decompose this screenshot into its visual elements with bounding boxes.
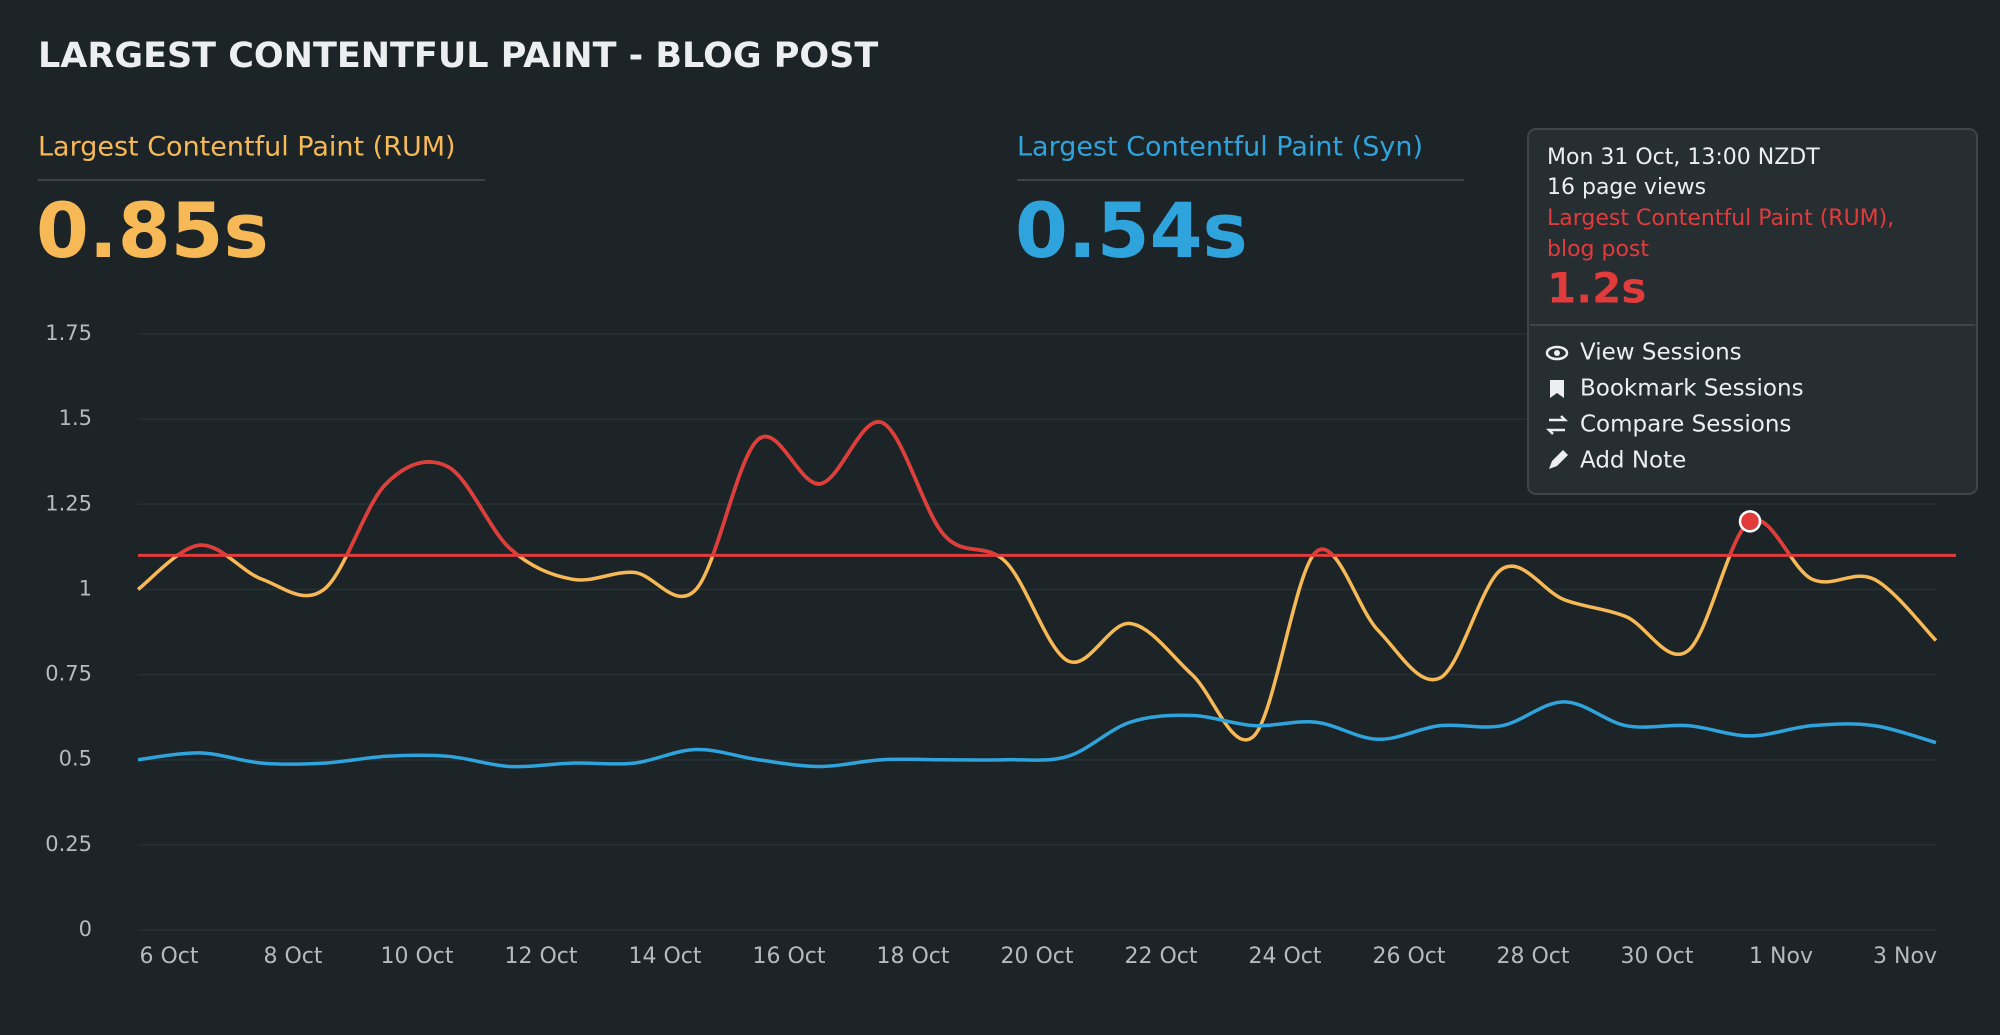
series-line (137, 700, 1937, 769)
x-tick-label: 1 Nov (1749, 944, 1813, 969)
x-tick-label: 8 Oct (263, 944, 322, 969)
x-tick-label: 16 Oct (752, 944, 825, 969)
x-tick-label: 18 Oct (876, 944, 949, 969)
eye-icon (1554, 350, 1560, 356)
y-tick-label: 0.25 (45, 832, 92, 856)
x-tick-label: 28 Oct (1496, 944, 1569, 969)
tooltip-action: Add Note (1580, 448, 1686, 474)
y-tick-label: 1.5 (59, 406, 92, 430)
tooltip-series: Largest Contentful Paint (RUM), (1547, 206, 1894, 231)
bookmark-icon (1550, 380, 1564, 398)
x-tick-label: 12 Oct (504, 944, 577, 969)
x-tick-label: 24 Oct (1248, 944, 1321, 969)
metric-label: Largest Contentful Paint (RUM) (38, 132, 456, 163)
tooltip-series: blog post (1547, 237, 1649, 262)
x-tick-label: 3 Nov (1873, 944, 1937, 969)
x-tick-label: 6 Oct (139, 944, 198, 969)
highlight-point (1738, 510, 1762, 533)
tooltip-action: View Sessions (1580, 340, 1742, 366)
tooltip-action: Compare Sessions (1580, 412, 1791, 438)
tooltip-value: 1.2s (1547, 264, 1646, 313)
metric-label: Largest Contentful Paint (Syn) (1017, 132, 1423, 163)
x-tick-label: 20 Oct (1000, 944, 1073, 969)
chart-title: LARGEST CONTENTFUL PAINT - BLOG POST (38, 36, 878, 76)
x-tick-label: 26 Oct (1372, 944, 1445, 969)
compare-icon (1545, 415, 1569, 435)
metric-value: 0.85s (36, 186, 269, 275)
y-tick-label: 1.25 (45, 491, 92, 515)
y-tick-label: 0.75 (45, 662, 92, 686)
x-tick-label: 14 Oct (628, 944, 701, 969)
tooltip-time: Mon 31 Oct, 13:00 NZDT (1547, 145, 1820, 170)
tooltip-views: 16 page views (1547, 175, 1706, 200)
eye-icon (1545, 345, 1569, 361)
x-tick-label: 30 Oct (1620, 944, 1693, 969)
y-tick-label: 0 (79, 917, 92, 941)
y-tick-label: 1.75 (45, 321, 92, 345)
pencil-icon (1549, 450, 1568, 469)
series-line-alert (174, 420, 1793, 556)
tooltip-box (1527, 128, 1978, 495)
y-tick-label: 1 (79, 576, 92, 600)
y-tick-label: 0.5 (59, 747, 92, 771)
x-tick-label: 10 Oct (380, 944, 453, 969)
tooltip: Mon 31 Oct, 13:00 NZDT 16 page views Lar… (1527, 128, 1978, 495)
x-tick-label: 22 Oct (1124, 944, 1197, 969)
metric-value: 0.54s (1015, 186, 1248, 275)
tooltip-action: Bookmark Sessions (1580, 376, 1804, 402)
icons (1545, 345, 1569, 469)
plot: Largest Contentful Paint (RUM) 0.85s Large… (36, 132, 1956, 969)
